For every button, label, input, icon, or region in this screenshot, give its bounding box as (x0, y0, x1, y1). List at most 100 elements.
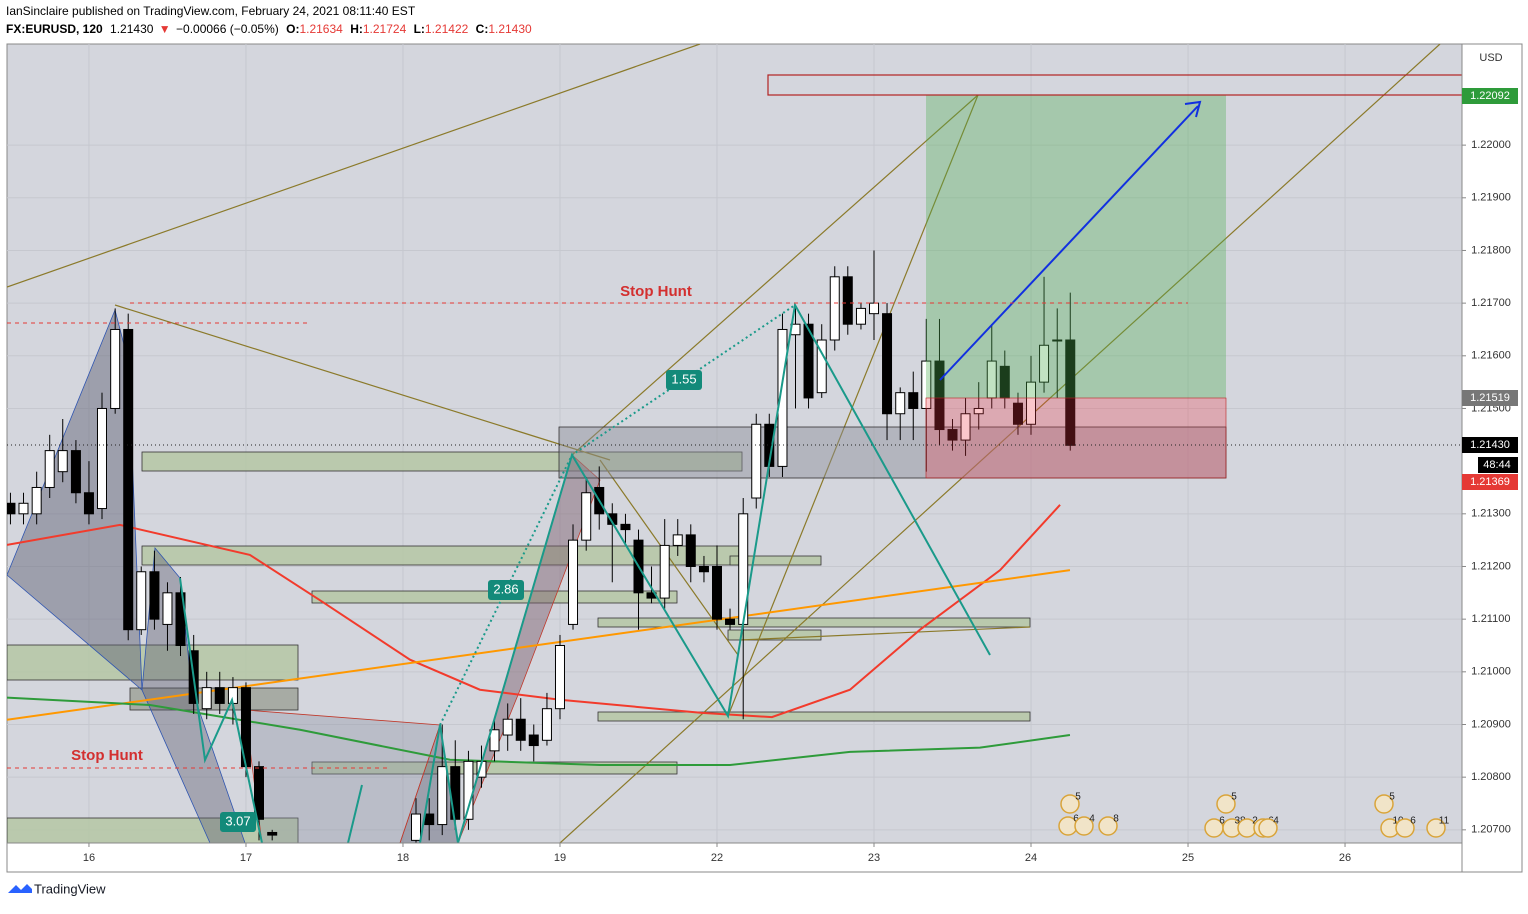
stop-zone (925, 397, 1227, 479)
event-count: 11 (1439, 816, 1450, 827)
event-icon (1216, 794, 1236, 814)
candle-body (18, 502, 29, 515)
candle-body (829, 276, 840, 341)
axis-label: USD (1479, 52, 1502, 64)
candle-body (149, 571, 160, 620)
candle-body (83, 492, 94, 515)
logo (8, 884, 32, 893)
candle-body (515, 718, 526, 741)
zone (129, 687, 299, 711)
y-tick-label: 1.20700 (1471, 824, 1511, 836)
annotation: Stop Hunt (71, 747, 143, 764)
x-tick-label: 25 (1182, 852, 1194, 864)
event-count: 6 (1219, 816, 1225, 827)
candle-body (568, 539, 579, 625)
zone (141, 451, 743, 472)
y-tick-label: 1.21300 (1471, 508, 1511, 520)
x-tick-label: 16 (83, 852, 95, 864)
y-tick-label: 1.22000 (1471, 139, 1511, 151)
candle-body (607, 513, 618, 525)
event-icon (1098, 816, 1118, 836)
zigzag-dotted (439, 304, 796, 726)
candle-body (267, 831, 278, 836)
candle-body (882, 313, 893, 415)
zigzag-line (179, 577, 263, 843)
o: 1.21634 (299, 22, 343, 36)
label-box (488, 580, 524, 600)
candle-body (803, 323, 814, 399)
candle-body (620, 523, 631, 531)
event-count: 4 (1089, 814, 1095, 825)
zone (729, 555, 822, 566)
l: 1.21422 (425, 22, 469, 36)
candle-body (450, 766, 461, 820)
candle-body (123, 328, 134, 631)
zone (727, 629, 822, 641)
tag-bg (1462, 390, 1518, 406)
x-tick-label: 18 (397, 852, 409, 864)
candle-body (816, 339, 827, 394)
trend-line (559, 44, 1441, 843)
event-count: 4 (1273, 816, 1279, 827)
price-tag: 1.21430 (1470, 439, 1510, 451)
trend-line (7, 44, 701, 288)
x-tick-label: 22 (711, 852, 723, 864)
event-count: 8 (1113, 814, 1119, 825)
zones (7, 451, 1031, 843)
moving-average (7, 696, 1071, 767)
candle-body (672, 534, 683, 546)
candle-body (908, 392, 919, 409)
event-badges: 56485638264510611 (1058, 792, 1450, 838)
event-icon (1074, 816, 1094, 836)
candle-body (136, 571, 147, 631)
candle-body (253, 766, 264, 820)
zone (141, 545, 741, 566)
x-tick-label: 19 (554, 852, 566, 864)
candle-body (960, 413, 971, 441)
zigzag-line (457, 302, 991, 843)
candle-body (1012, 402, 1023, 425)
candle-body (201, 687, 212, 710)
event-count: 6 (1073, 814, 1079, 825)
y-tick-label: 1.20800 (1471, 771, 1511, 783)
candle-body (489, 729, 500, 752)
candle-body (895, 392, 906, 415)
event-icon (1374, 794, 1394, 814)
zone (558, 426, 1227, 479)
candle-body (70, 450, 81, 494)
projection-arrow (939, 105, 1199, 381)
candle-body (711, 565, 722, 620)
event-count: 5 (1389, 792, 1395, 803)
x-tick-label: 26 (1339, 852, 1351, 864)
candle-body (659, 544, 670, 599)
candle-body (528, 734, 539, 747)
candle-body (554, 644, 565, 710)
x-tick-label: 23 (868, 852, 880, 864)
candle-body (96, 407, 107, 510)
candle-body (947, 429, 958, 441)
price-tag: 1.22092 (1470, 90, 1510, 102)
ticks: 1.20700 1.20800 1.20900 1.21000 1.21100 1.212… (83, 139, 1511, 864)
zigzag (179, 302, 991, 843)
tag-bg (1462, 474, 1518, 490)
o-label: O: (286, 22, 299, 36)
resistance-box (767, 74, 1462, 96)
candle-body (1039, 344, 1050, 383)
annotation: Stop Hunt (620, 283, 692, 300)
target-zone (926, 95, 1226, 398)
y-tick-label: 1.21200 (1471, 560, 1511, 572)
zone (7, 644, 299, 681)
candle-body (855, 307, 866, 325)
h: 1.21724 (363, 22, 407, 36)
stop-lines (7, 302, 1188, 769)
brand[interactable]: TradingView (34, 881, 106, 896)
candle-body (162, 592, 173, 625)
y-tick-label: 1.21900 (1471, 192, 1511, 204)
x-tick-label: 17 (240, 852, 252, 864)
candle-body (1052, 339, 1063, 342)
candle-body (934, 360, 945, 431)
price-tags: 1.22092 1.21519 1.21430 48:44 1.21369 (1462, 88, 1518, 490)
candle-body (869, 302, 880, 315)
